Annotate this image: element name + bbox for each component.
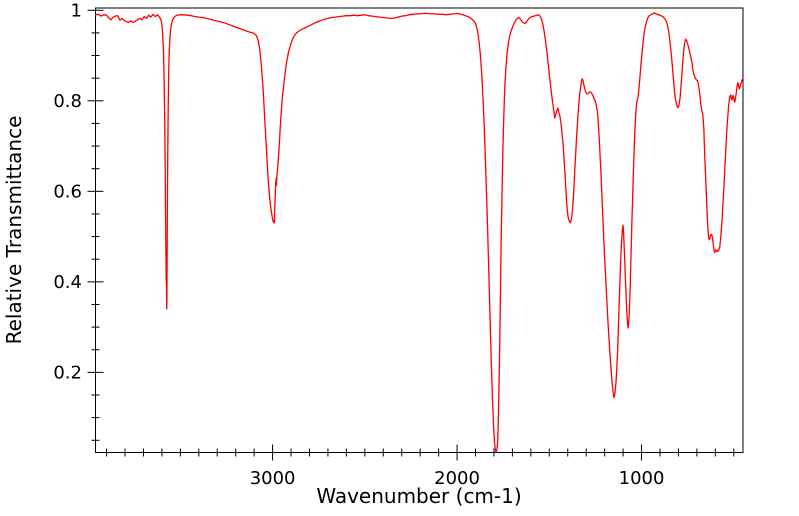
- x-tick-label: 3000: [250, 468, 296, 489]
- y-tick-label: 1: [71, 0, 82, 21]
- x-tick-label: 2000: [434, 468, 480, 489]
- y-tick-label: 0.4: [53, 272, 82, 293]
- spectrum-line: [94, 12, 744, 453]
- x-axis-label: Wavenumber (cm-1): [316, 484, 521, 508]
- plot-border: [95, 7, 744, 453]
- y-tick-label: 0.6: [53, 181, 82, 202]
- y-axis-label: Relative Transmittance: [2, 116, 26, 345]
- x-axis-ticks: [106, 444, 735, 461]
- y-axis-tick-labels: 0.2 0.4 0.6 0.8 1: [53, 0, 82, 383]
- y-tick-label: 0.8: [53, 91, 82, 112]
- x-axis-tick-labels: 3000 2000 1000: [250, 468, 665, 489]
- y-axis-ticks: [87, 9, 104, 441]
- y-tick-label: 0.2: [53, 363, 82, 384]
- x-tick-label: 1000: [619, 468, 665, 489]
